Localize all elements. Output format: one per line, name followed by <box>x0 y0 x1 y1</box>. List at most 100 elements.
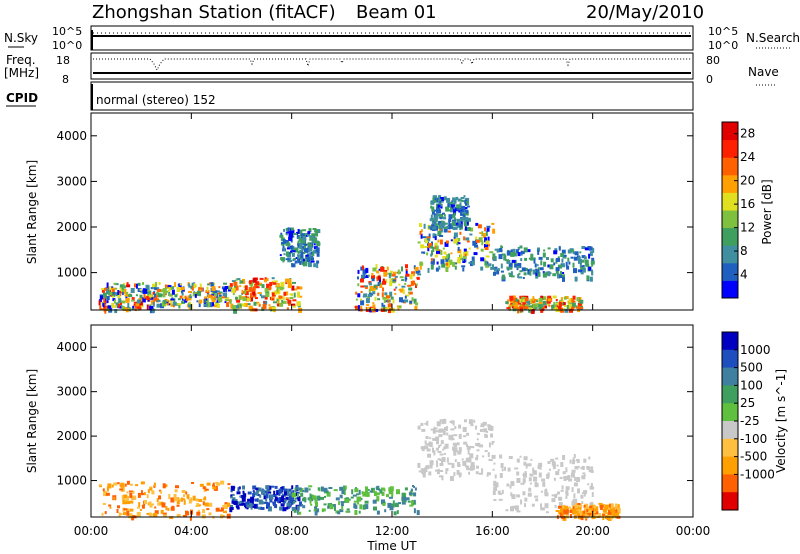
power-cell <box>119 284 124 290</box>
power-cell <box>436 208 441 213</box>
power-cell <box>438 200 441 206</box>
velocity-cell <box>188 499 192 504</box>
power-cell <box>550 258 554 263</box>
velocity-cell <box>316 495 320 499</box>
power-cell <box>292 299 297 302</box>
power-cell <box>306 232 310 237</box>
power-cell <box>224 301 227 304</box>
velocity-cell <box>454 426 457 429</box>
power-cell <box>464 216 469 221</box>
velocity-cell <box>611 510 616 515</box>
velocity-cell <box>420 468 425 471</box>
velocity-cell <box>240 495 244 498</box>
velocity-cell <box>523 461 527 466</box>
power-cell <box>549 264 554 270</box>
power-cell <box>537 249 540 255</box>
velocity-cell <box>220 480 225 485</box>
power-cell <box>546 299 551 304</box>
velocity-cell <box>446 432 449 436</box>
power-cell <box>434 243 437 249</box>
power-cell <box>285 240 289 244</box>
velocity-cell <box>554 494 558 498</box>
velocity-cell <box>235 505 239 508</box>
power-cell <box>532 296 535 302</box>
power-cell <box>556 257 560 262</box>
velocity-colorbar-tick-label: 25 <box>740 396 755 410</box>
velocity-cell <box>464 419 467 423</box>
power-cell <box>365 275 369 278</box>
velocity-cell <box>588 456 591 460</box>
velocity-cell <box>249 499 254 504</box>
power-cell <box>402 289 405 295</box>
velocity-cell <box>583 493 586 497</box>
velocity-cell <box>516 478 521 483</box>
power-cell <box>388 273 391 279</box>
power-cell <box>178 283 182 289</box>
power-cell <box>384 300 389 303</box>
power-cell <box>443 216 447 220</box>
power-cell <box>221 286 224 290</box>
power-cell <box>188 285 193 288</box>
power-cell <box>443 251 447 255</box>
power-cell <box>511 306 514 309</box>
power-cell <box>453 220 456 224</box>
velocity-cell <box>552 464 556 470</box>
velocity-cell <box>544 503 549 509</box>
velocity-cell <box>102 488 105 492</box>
power-cell <box>111 289 115 293</box>
power-cell <box>509 304 513 307</box>
cpid-label: CPID <box>6 91 38 105</box>
velocity-cell <box>442 448 445 451</box>
power-cell <box>287 243 291 249</box>
velocity-cell <box>442 419 444 425</box>
power-cell <box>357 276 359 280</box>
velocity-cell <box>493 482 496 487</box>
power-cell <box>389 291 393 297</box>
power-cell <box>453 209 457 215</box>
velocity-cell <box>425 465 430 470</box>
velocity-cell <box>113 496 116 500</box>
power-cell <box>428 233 431 237</box>
power-colorbar-tick-label: 28 <box>740 127 755 141</box>
velocity-cell <box>355 487 357 490</box>
velocity-cell <box>264 490 269 494</box>
power-cell <box>574 251 579 256</box>
power-cell <box>119 302 122 308</box>
velocity-cell <box>152 503 155 506</box>
power-cell <box>199 283 202 288</box>
power-cell <box>536 264 539 267</box>
velocity-cell <box>436 469 440 475</box>
power-cell <box>120 288 125 293</box>
power-cell <box>521 295 526 298</box>
power-cell <box>440 197 445 201</box>
power-cell <box>303 261 308 267</box>
velocity-cell <box>176 504 180 507</box>
velocity-cell <box>427 453 432 458</box>
velocity-cell <box>493 462 496 465</box>
power-cell <box>577 309 581 313</box>
velocity-cell <box>605 504 609 510</box>
velocity-cell <box>372 489 375 493</box>
velocity-cell <box>424 467 428 473</box>
power-cell <box>417 241 421 244</box>
velocity-cell <box>120 513 123 516</box>
power-cell <box>576 306 581 309</box>
velocity-cell <box>476 454 479 458</box>
power-cell <box>291 303 296 306</box>
power-cell <box>121 300 126 304</box>
velocity-cell <box>269 485 272 490</box>
velocity-cell <box>137 506 140 509</box>
velocity-cell <box>429 460 434 466</box>
velocity-cell <box>493 499 497 501</box>
velocity-cell <box>523 456 528 461</box>
power-cell <box>191 282 194 286</box>
power-cell <box>472 240 477 246</box>
power-cell <box>238 295 242 301</box>
velocity-cell <box>181 490 186 493</box>
velocity-cell <box>540 490 543 493</box>
velocity-cell <box>417 462 421 468</box>
power-cell <box>466 240 470 243</box>
power-cell <box>293 233 297 235</box>
power-cell <box>135 303 140 307</box>
